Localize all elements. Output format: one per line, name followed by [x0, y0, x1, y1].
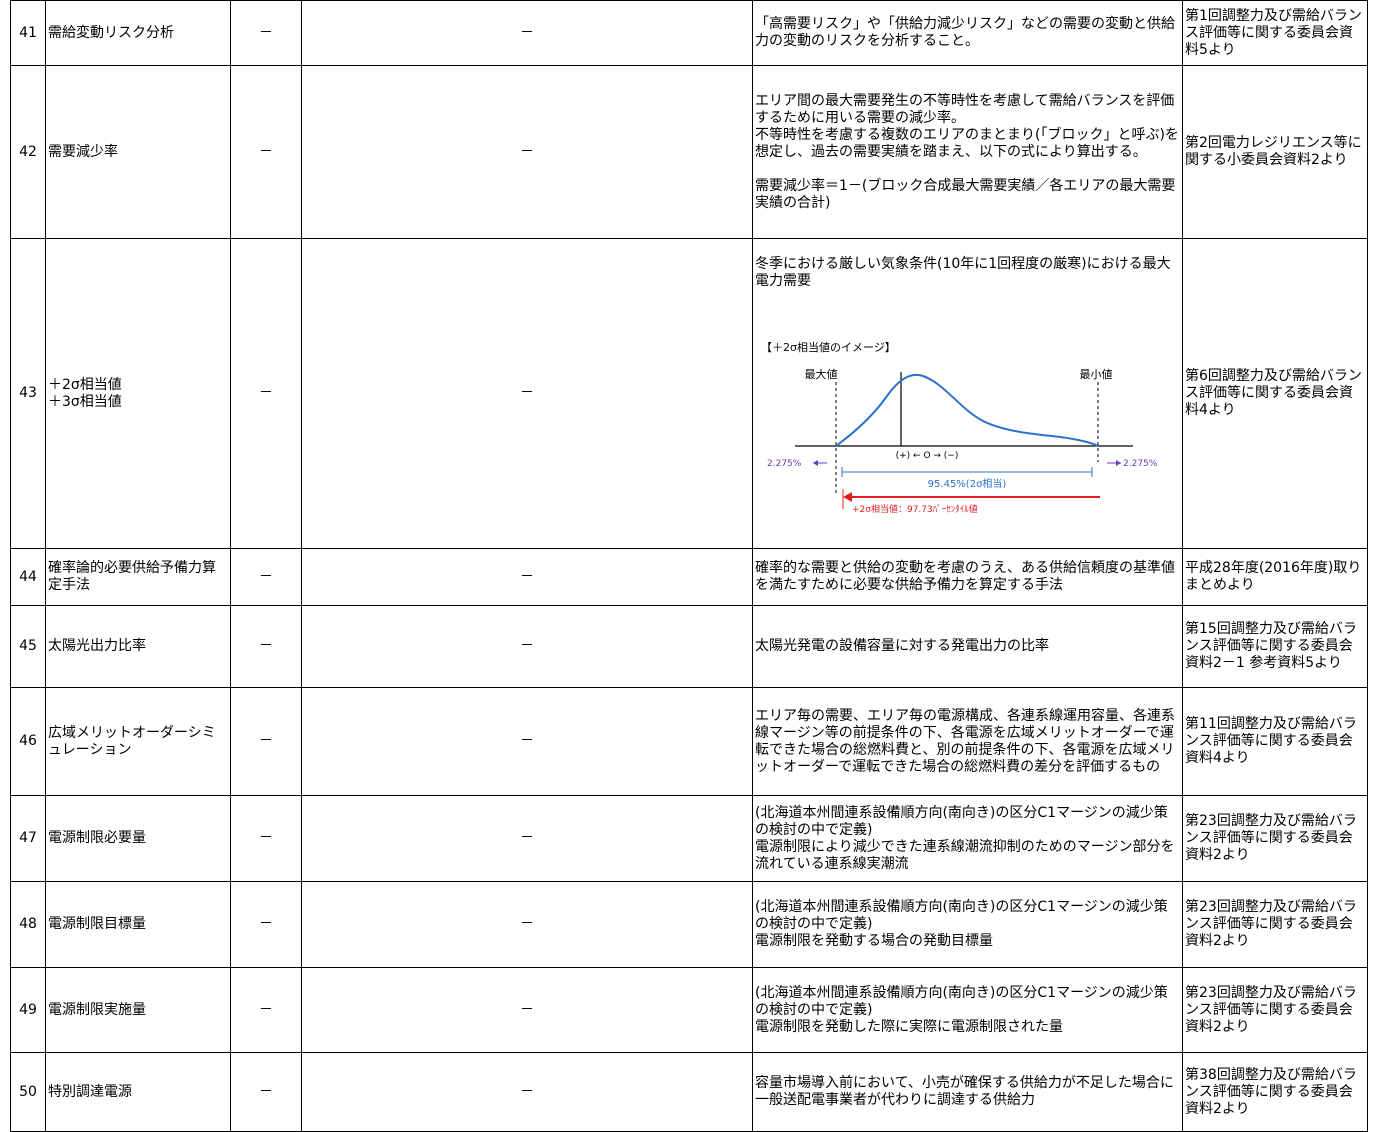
table-row: 50 特別調達電源 － － 容量市場導入前において、小売が確保する供給力が不足し…: [10, 1052, 1368, 1132]
table-row: 48 電源制限目標量 － － (北海道本州間連系設備順方向(南向き)の区分C1マ…: [10, 881, 1368, 968]
source-cell: 第15回調整力及び需給バランス評価等に関する委員会資料2－1 参考資料5より: [1182, 605, 1368, 688]
max-label: 最大値: [805, 367, 838, 381]
definition-cell: 「高需要リスク」や「供給力減少リスク」などの需要の変動と供給力の変動のリスクを分…: [752, 0, 1183, 66]
term-cell: 広域メリットオーダーシミュレーション: [45, 687, 231, 796]
distribution-curve: [835, 374, 1099, 447]
term-cell: 需給変動リスク分析: [45, 0, 231, 66]
source-cell: 第23回調整力及び需給バランス評価等に関する委員会資料2より: [1182, 795, 1368, 882]
row-number: 41: [10, 0, 46, 66]
figure-title: 【＋2σ相当値のイメージ】: [761, 340, 896, 354]
row-number: 47: [10, 795, 46, 882]
left-tail-label: 2.275%: [767, 459, 802, 469]
table-row: 46 広域メリットオーダーシミュレーション － － エリア毎の需要、エリア毎の電…: [10, 687, 1368, 796]
term-cell: 太陽光出力比率: [45, 605, 231, 688]
definition-cell: 冬季における厳しい気象条件(10年に1回程度の厳寒)における最大電力需要 【＋2…: [752, 238, 1183, 549]
abbreviation-cell: －: [230, 881, 302, 968]
table-row: 49 電源制限実施量 － － (北海道本州間連系設備順方向(南向き)の区分C1マ…: [10, 967, 1368, 1053]
english-cell: －: [301, 548, 753, 606]
min-label: 最小値: [1080, 368, 1113, 381]
left-arrow-head-icon: [813, 460, 818, 466]
glossary-table: 41 需給変動リスク分析 － － 「高需要リスク」や「供給力減少リスク」などの需…: [10, 0, 1368, 1132]
source-cell: 第38回調整力及び需給バランス評価等に関する委員会資料2より: [1182, 1052, 1368, 1132]
source-cell: 第6回調整力及び需給バランス評価等に関する委員会資料4より: [1182, 238, 1368, 549]
table-row: 44 確率論的必要供給予備力算定手法 － － 確率的な需要と供給の変動を考慮のう…: [10, 548, 1368, 606]
row-number: 48: [10, 881, 46, 968]
table-row: 43 ＋2σ相当値 ＋3σ相当値 － － 冬季における厳しい気象条件(10年に1…: [10, 238, 1368, 549]
row-number: 42: [10, 65, 46, 239]
definition-cell: エリア間の最大需要発生の不等時性を考慮して需給バランスを評価するために用いる需要…: [752, 65, 1183, 239]
source-cell: 第1回調整力及び需給バランス評価等に関する委員会資料5より: [1182, 0, 1368, 66]
source-cell: 第23回調整力及び需給バランス評価等に関する委員会資料2より: [1182, 967, 1368, 1053]
abbreviation-cell: －: [230, 1052, 302, 1132]
row-number: 49: [10, 967, 46, 1053]
abbreviation-cell: －: [230, 0, 302, 66]
table-row: 45 太陽光出力比率 － － 太陽光発電の設備容量に対する発電出力の比率 第15…: [10, 605, 1368, 688]
row-number: 43: [10, 238, 46, 549]
red-arrow-head-icon: [843, 492, 852, 502]
row-number: 45: [10, 605, 46, 688]
english-cell: －: [301, 881, 753, 968]
english-cell: －: [301, 687, 753, 796]
english-cell: －: [301, 0, 753, 66]
red-label: +2σ相当値：97.73ﾊﾟｰｾﾝﾀｲﾙ値: [852, 503, 978, 514]
sigma-figure: 【＋2σ相当値のイメージ】 最大値 最小値 (+) ← O → (−): [755, 307, 1180, 531]
term-cell: 確率論的必要供給予備力算定手法: [45, 548, 231, 606]
abbreviation-cell: －: [230, 795, 302, 882]
source-cell: 第2回電力レジリエンス等に関する小委員会資料2より: [1182, 65, 1368, 239]
english-cell: －: [301, 795, 753, 882]
row-number: 44: [10, 548, 46, 606]
english-cell: －: [301, 65, 753, 239]
table-row: 47 電源制限必要量 － － (北海道本州間連系設備順方向(南向き)の区分C1マ…: [10, 795, 1368, 882]
row-number: 46: [10, 687, 46, 796]
source-cell: 第23回調整力及び需給バランス評価等に関する委員会資料2より: [1182, 881, 1368, 968]
english-cell: －: [301, 605, 753, 688]
definition-cell: 太陽光発電の設備容量に対する発電出力の比率: [752, 605, 1183, 688]
term-cell: 電源制限必要量: [45, 795, 231, 882]
term-cell: 需要減少率: [45, 65, 231, 239]
abbreviation-cell: －: [230, 605, 302, 688]
definition-cell: エリア毎の需要、エリア毎の電源構成、各連系線運用容量、各連系線マージン等の前提条…: [752, 687, 1183, 796]
axis-direction-label: (+) ← O → (−): [896, 451, 959, 461]
right-tail-label: 2.275%: [1123, 459, 1158, 469]
definition-cell: (北海道本州間連系設備順方向(南向き)の区分C1マージンの減少策の検討の中で定義…: [752, 881, 1183, 968]
row-number: 50: [10, 1052, 46, 1132]
english-cell: －: [301, 1052, 753, 1132]
definition-cell: (北海道本州間連系設備順方向(南向き)の区分C1マージンの減少策の検討の中で定義…: [752, 795, 1183, 882]
term-cell: 特別調達電源: [45, 1052, 231, 1132]
table-row: 41 需給変動リスク分析 － － 「高需要リスク」や「供給力減少リスク」などの需…: [10, 0, 1368, 66]
term-cell: 電源制限目標量: [45, 881, 231, 968]
definition-cell: 確率的な需要と供給の変動を考慮のうえ、ある供給信頼度の基準値を満たすために必要な…: [752, 548, 1183, 606]
abbreviation-cell: －: [230, 238, 302, 549]
right-arrow-head-icon: [1116, 460, 1121, 466]
source-cell: 第11回調整力及び需給バランス評価等に関する委員会資料4より: [1182, 687, 1368, 796]
english-cell: －: [301, 967, 753, 1053]
abbreviation-cell: －: [230, 65, 302, 239]
english-cell: －: [301, 238, 753, 549]
abbreviation-cell: －: [230, 687, 302, 796]
term-cell: ＋2σ相当値 ＋3σ相当値: [45, 238, 231, 549]
term-cell: 電源制限実施量: [45, 967, 231, 1053]
definition-text: 冬季における厳しい気象条件(10年に1回程度の厳寒)における最大電力需要: [755, 256, 1171, 289]
distribution-diagram: 【＋2σ相当値のイメージ】 最大値 最小値 (+) ← O → (−): [761, 340, 1158, 514]
table-row: 42 需要減少率 － － エリア間の最大需要発生の不等時性を考慮して需給バランス…: [10, 65, 1368, 239]
definition-cell: (北海道本州間連系設備順方向(南向き)の区分C1マージンの減少策の検討の中で定義…: [752, 967, 1183, 1053]
abbreviation-cell: －: [230, 967, 302, 1053]
source-cell: 平成28年度(2016年度)取りまとめより: [1182, 548, 1368, 606]
abbreviation-cell: －: [230, 548, 302, 606]
band-label: 95.45%(2σ相当): [928, 477, 1007, 490]
definition-cell: 容量市場導入前において、小売が確保する供給力が不足した場合に一般送配電事業者が代…: [752, 1052, 1183, 1132]
